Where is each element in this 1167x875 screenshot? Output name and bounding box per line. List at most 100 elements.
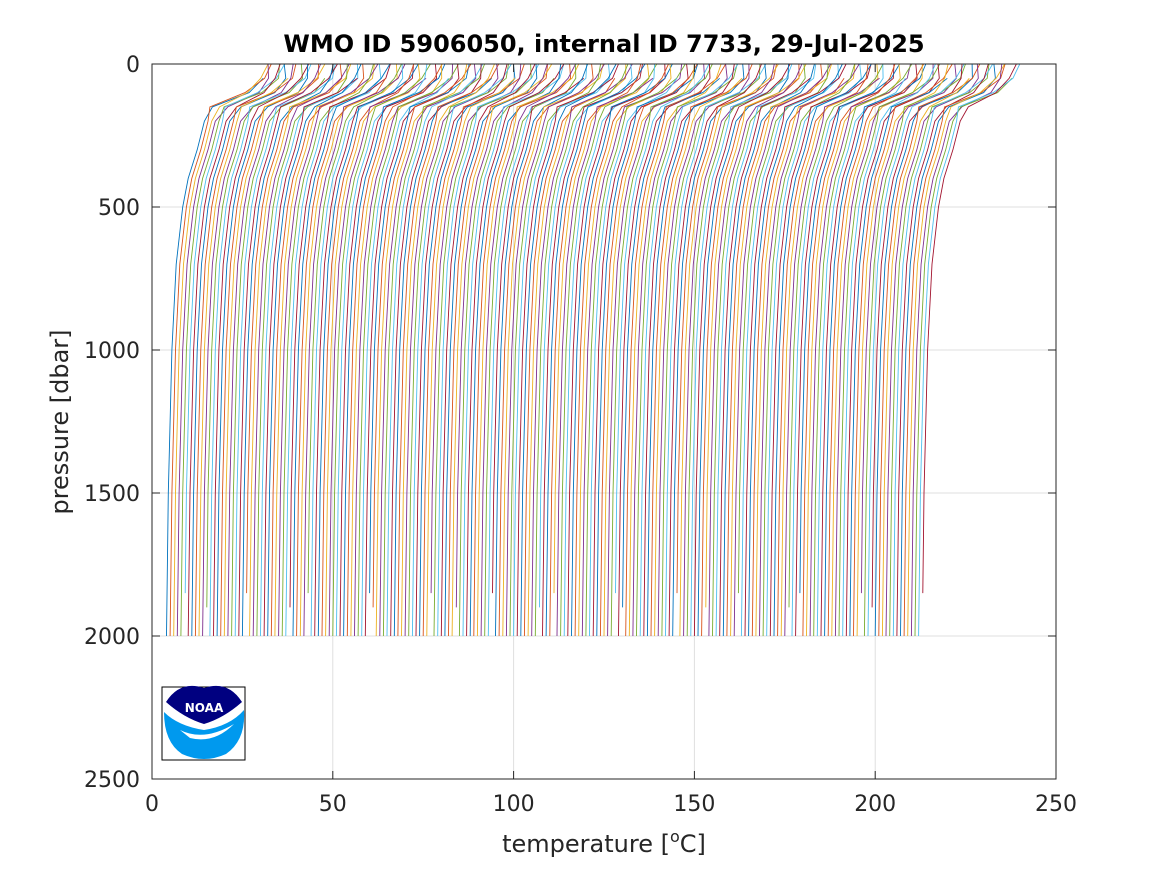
profile-line-144 [683,63,775,637]
profile-line-23 [246,63,343,594]
y-tick-label: 0 [126,53,140,78]
profile-line-160 [740,63,839,637]
noaa-logo-gull [180,724,234,740]
profile-line-136 [654,77,743,637]
profile-line-117 [585,63,686,637]
profile-line-193 [860,63,957,594]
profile-line-79 [448,63,549,637]
profile-line-159 [737,63,829,594]
profile-line-103 [534,63,629,637]
profile-line-133 [643,63,735,637]
profile-line-102 [531,63,633,637]
profile-line-39 [303,63,406,637]
profile-line-173 [788,63,884,608]
profile-line-43 [317,63,419,637]
profile-line-37 [296,78,386,637]
profile-line-55 [361,78,449,637]
profile-line-189 [845,63,940,637]
profile-line-185 [831,63,923,637]
profile-line-56 [364,63,460,637]
profile-line-125 [615,63,710,594]
y-tick-label: 500 [98,196,140,221]
profile-line-27 [260,63,359,637]
x-tick-label: 100 [493,792,535,817]
profile-line-31 [274,63,375,637]
profile-line-69 [411,63,512,637]
chart-title: WMO ID 5906050, internal ID 7733, 29-Jul… [283,30,924,58]
profile-line-152 [712,63,806,637]
profile-line-67 [404,63,499,637]
profile-line-21 [238,63,338,637]
profile-line-187 [838,63,941,637]
profile-line-129 [628,63,722,637]
profile-line-3 [173,63,269,637]
profile-line-14 [213,63,310,637]
profile-line-177 [802,63,896,637]
profile-line-72 [422,63,525,637]
profile-line-113 [571,63,673,637]
profile-line-12 [206,63,303,608]
profile-line-204 [900,63,996,637]
profile-line-38 [299,63,398,637]
profile-line-10 [198,77,289,637]
y-tick-label: 2000 [84,625,140,650]
profile-line-91 [492,77,585,594]
profile-line-30 [270,63,365,637]
profile-line-203 [896,63,989,637]
noaa-logo: NOAA [161,685,246,761]
profile-line-115 [578,63,672,637]
profile-line-95 [505,63,605,637]
profile-line-5 [180,63,280,637]
profile-line-57 [369,63,470,594]
profile-line-172 [784,77,880,637]
profile-line-121 [599,63,698,637]
x-tick-label: 150 [673,792,715,817]
profile-line-151 [708,63,803,637]
profile-line-83 [462,63,565,637]
profile-line-7 [187,63,281,637]
profile-line-157 [730,63,833,637]
profile-line-202 [892,63,994,637]
profile-line-114 [574,63,669,637]
profile-line-73 [426,77,516,637]
profile-line-175 [795,63,895,637]
profile-line-141 [672,63,767,637]
profile-line-123 [607,63,705,637]
profile-line-142 [676,63,777,594]
profile-line-161 [744,63,847,637]
profile-line-194 [863,63,966,637]
profile-line-135 [650,63,753,637]
profile-line-105 [542,63,643,637]
profile-line-122 [603,63,695,637]
profile-line-176 [799,63,900,594]
profile-line-50 [343,63,446,637]
profile-line-54 [357,63,459,637]
profile-line-206 [907,63,1006,637]
profile-line-20 [234,63,336,637]
profile-line-106 [545,63,646,637]
profile-line-179 [809,63,911,637]
profile-line-60 [379,63,477,637]
profile-line-18 [227,63,322,637]
profile-line-86 [473,63,572,637]
profile-line-148 [697,63,789,637]
profile-line-118 [589,78,678,637]
x-axis-label: temperature [oC] [502,827,706,858]
profile-line-68 [408,63,509,637]
profile-line-85 [469,63,562,637]
plot-frame [151,63,1057,780]
series-group [166,63,1021,637]
noaa-logo-bottom [164,710,245,759]
profile-line-119 [592,63,689,637]
profile-line-34 [285,63,382,637]
profile-line-116 [581,63,683,637]
profile-line-201 [889,63,990,637]
profile-line-96 [509,63,602,637]
profile-line-107 [549,63,642,637]
profile-line-2 [169,63,272,637]
profile-line-47 [332,63,431,637]
profile-line-44 [321,63,415,637]
profile-line-42 [314,63,414,637]
profile-line-24 [249,63,352,637]
